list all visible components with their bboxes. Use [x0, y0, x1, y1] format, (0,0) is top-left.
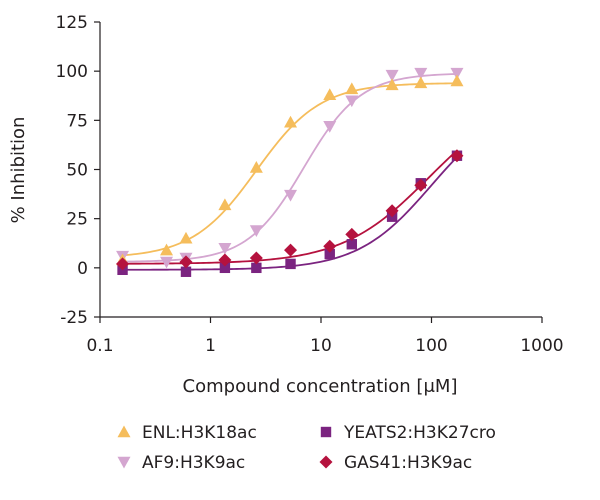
fit-curve: [122, 82, 457, 257]
y-tick-label: 0: [77, 259, 88, 279]
data-point: [414, 76, 428, 89]
x-axis-title: Compound concentration [μM]: [183, 376, 458, 397]
data-point: [249, 251, 263, 265]
data-point: [160, 256, 174, 269]
axes: -25 0 25 50 75 100 125 0.1 1 10 100 1000: [56, 13, 564, 356]
x-tick-label: 100: [415, 336, 447, 356]
data-point: [116, 257, 130, 271]
data-point: [179, 255, 193, 269]
data-point: [385, 78, 399, 91]
legend-marker: [320, 426, 332, 438]
data-point: [285, 258, 296, 270]
data-point: [450, 74, 464, 87]
data-point: [323, 239, 337, 253]
data-point: [385, 204, 399, 218]
data-point: [345, 95, 359, 108]
legend-marker: [117, 425, 131, 438]
data-point: [218, 253, 232, 267]
data-point: [323, 121, 337, 133]
data-point: [450, 67, 464, 80]
data-point: [180, 266, 192, 277]
data-point: [251, 262, 262, 274]
data-point: [160, 243, 174, 256]
y-tick-label: 50: [66, 161, 88, 181]
y-tick-label: 125: [56, 13, 88, 33]
data-point: [345, 82, 359, 95]
fit-curve: [122, 73, 457, 263]
data-point: [218, 198, 232, 211]
y-tick-label: 100: [56, 62, 88, 82]
y-axis-title: % Inhibition: [8, 117, 29, 224]
legend-marker: [117, 456, 131, 469]
legend-label: ENL:H3K18ac: [142, 423, 257, 443]
data-point: [219, 262, 231, 274]
data-point: [450, 149, 464, 163]
legend-label: GAS41:H3K9ac: [344, 453, 472, 473]
legend-label: AF9:H3K9ac: [142, 453, 245, 473]
data-point: [284, 243, 298, 257]
data-point: [249, 225, 263, 237]
data-point: [284, 189, 298, 202]
data-point: [179, 231, 193, 244]
data-point: [284, 115, 298, 128]
x-tick-label: 1000: [520, 336, 563, 356]
x-tick-label: 0.1: [86, 336, 113, 356]
y-tick-label: 75: [66, 111, 88, 131]
data-point: [414, 67, 428, 80]
data-points: [116, 67, 464, 277]
data-point: [345, 227, 359, 241]
data-point: [385, 69, 399, 82]
data-point: [414, 178, 428, 192]
fit-curve: [122, 149, 458, 265]
legend: ENL:H3K18ac AF9:H3K9ac YEATS2:H3K27cro GAS4…: [117, 423, 496, 473]
data-point: [346, 239, 358, 250]
x-tick-label: 1: [205, 336, 216, 356]
y-tick-label: -25: [60, 308, 88, 328]
legend-label: YEATS2:H3K27cro: [343, 423, 496, 443]
data-point: [323, 88, 337, 100]
data-point: [218, 242, 232, 255]
fit-curves: [122, 73, 458, 271]
y-tick-label: 25: [66, 210, 88, 230]
data-point: [249, 161, 263, 173]
legend-marker: [319, 455, 333, 469]
data-point: [324, 248, 335, 260]
x-tick-label: 10: [310, 336, 332, 356]
